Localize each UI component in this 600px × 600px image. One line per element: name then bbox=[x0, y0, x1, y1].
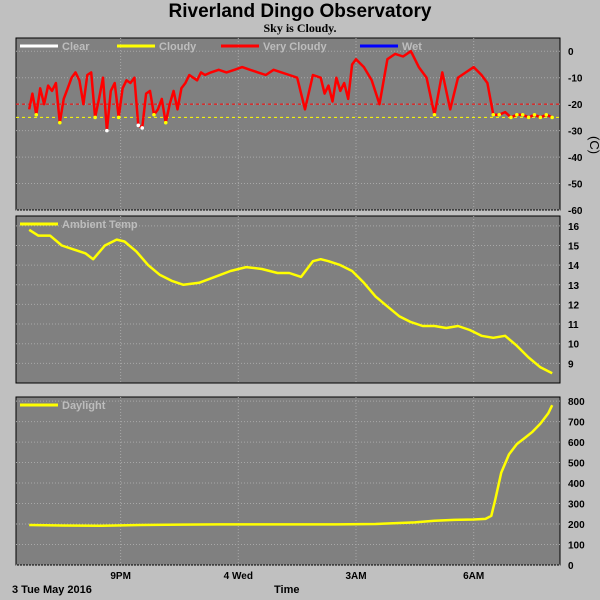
sky-data-point bbox=[509, 115, 513, 120]
xtick-label: 3AM bbox=[345, 571, 366, 582]
xtick-label: 4 Wed bbox=[224, 571, 253, 582]
daylight-ytick-label: 500 bbox=[568, 459, 585, 470]
sky-data-point bbox=[116, 115, 121, 120]
sky-ytick-label: -50 bbox=[568, 180, 583, 191]
sky-ytick-label: -20 bbox=[568, 100, 583, 111]
daylight-ytick-label: 200 bbox=[568, 520, 585, 531]
sky-data-point bbox=[538, 115, 543, 120]
ambient-legend-label: Ambient Temp bbox=[62, 219, 138, 231]
sky-legend-label: Cloudy bbox=[159, 41, 197, 53]
sky-legend-label: Very Cloudy bbox=[263, 41, 327, 53]
sky-data-point bbox=[491, 112, 496, 117]
daylight-ytick-label: 400 bbox=[568, 479, 585, 490]
ambient-ytick-label: 12 bbox=[568, 300, 580, 311]
x-axis-label: Time bbox=[274, 584, 300, 596]
sky-ytick-label: -10 bbox=[568, 74, 583, 85]
sky-data-point bbox=[432, 112, 437, 117]
sky-panel: 0 -10 -20 -30 -40 -50 -60 (C) Clear Cloudy Very Cl… bbox=[15, 37, 600, 217]
sky-status: Sky is Cloudy. bbox=[263, 21, 337, 35]
sky-data-point bbox=[515, 112, 519, 117]
sky-ytick-label: -60 bbox=[568, 206, 583, 217]
sky-legend-label: Clear bbox=[62, 41, 90, 53]
sky-legend-label: Wet bbox=[402, 41, 422, 53]
sky-data-point bbox=[526, 115, 531, 120]
sky-data-point bbox=[140, 126, 145, 130]
daylight-ytick-label: 300 bbox=[568, 500, 585, 511]
sky-data-point bbox=[520, 112, 525, 117]
ambient-ytick-label: 11 bbox=[568, 320, 579, 331]
sky-data-point bbox=[544, 112, 549, 117]
sky-data-point bbox=[497, 112, 501, 117]
sky-data-point bbox=[163, 120, 168, 125]
daylight-ytick-label: 100 bbox=[568, 541, 585, 552]
xtick-label: 9PM bbox=[110, 571, 131, 582]
daylight-plot-area bbox=[15, 396, 561, 566]
sky-data-point bbox=[105, 128, 109, 133]
daylight-legend-label: Daylight bbox=[62, 400, 106, 412]
sky-data-point bbox=[152, 112, 156, 117]
sky-series-line bbox=[27, 49, 553, 132]
daylight-ytick-label: 600 bbox=[568, 438, 585, 449]
ambient-plot-area bbox=[15, 215, 561, 384]
sky-data-point bbox=[136, 123, 141, 128]
sky-data-point bbox=[93, 115, 97, 120]
daylight-ytick-label: 800 bbox=[568, 397, 585, 408]
sky-data-point bbox=[532, 112, 537, 117]
sky-y-unit: (C) bbox=[587, 136, 600, 154]
sky-plot-area bbox=[15, 37, 561, 211]
date-label: 3 Tue May 2016 bbox=[12, 584, 92, 596]
ambient-ytick-label: 10 bbox=[568, 340, 580, 351]
ambient-series-line bbox=[28, 228, 553, 375]
sky-data-point bbox=[58, 120, 62, 125]
daylight-ytick-label: 0 bbox=[568, 561, 574, 572]
sky-ytick-label: -40 bbox=[568, 153, 583, 164]
xtick-label: 6AM bbox=[463, 571, 484, 582]
ambient-ytick-label: 14 bbox=[568, 261, 580, 272]
sky-ytick-label: 0 bbox=[568, 47, 574, 58]
daylight-ytick-label: 700 bbox=[568, 418, 585, 429]
ambient-ytick-label: 13 bbox=[568, 281, 580, 292]
ambient-ytick-label: 16 bbox=[568, 222, 580, 233]
daylight-series-line bbox=[29, 404, 554, 527]
sky-ytick-label: -30 bbox=[568, 127, 583, 138]
chart-title: Riverland Dingo Observatory bbox=[168, 1, 432, 22]
ambient-panel: 16 15 14 13 12 11 10 9 Ambient Temp bbox=[15, 215, 580, 384]
daylight-panel: 800 700 600 500 400 300 200 100 0 Daylight 9PM 4 We… bbox=[15, 396, 585, 582]
ambient-ytick-label: 9 bbox=[568, 359, 574, 370]
sky-data-point bbox=[550, 115, 554, 120]
sky-data-point bbox=[34, 112, 39, 117]
ambient-ytick-label: 15 bbox=[568, 241, 580, 252]
